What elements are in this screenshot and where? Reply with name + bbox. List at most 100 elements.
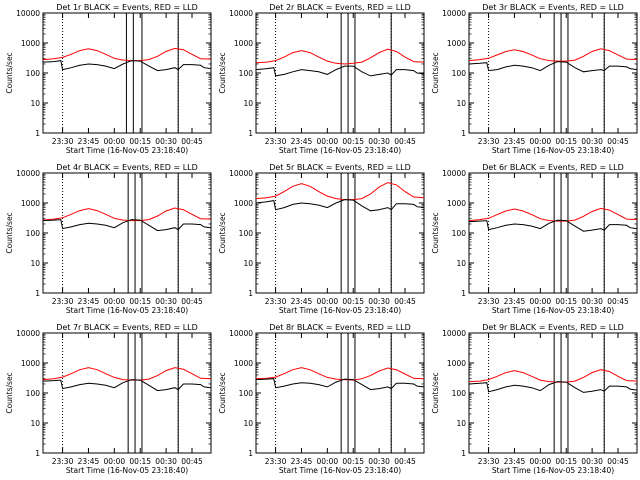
- x-tick-label: 00:30: [581, 137, 603, 146]
- y-tick-label: 10: [30, 99, 40, 108]
- lld-series-line: [468, 369, 638, 383]
- y-tick-label: 100: [26, 389, 41, 398]
- events-series-line: [255, 65, 425, 77]
- y-tick-label: 10000: [229, 169, 253, 178]
- x-tick-label: 00:00: [317, 297, 339, 306]
- y-tick-label: 1: [461, 449, 466, 458]
- x-axis-label: Start Time (16-Nov-05 23:18:40): [492, 306, 614, 315]
- events-series-line: [468, 219, 638, 232]
- detector-panel: Det 4r BLACK = Events, RED = LLD 1 10 100 10…: [5, 163, 212, 315]
- x-axis-label: Start Time (16-Nov-05 23:18:40): [492, 466, 614, 475]
- x-tick-label: 23:45: [78, 137, 100, 146]
- x-tick-label: 00:30: [155, 457, 177, 466]
- y-tick-label: 100: [239, 69, 254, 78]
- x-tick-label: 00:30: [581, 457, 603, 466]
- detector-panel: Det 7r BLACK = Events, RED = LLD 1 10 100 10…: [5, 323, 212, 475]
- x-tick-label: 00:00: [530, 297, 552, 306]
- y-tick-label: 10: [456, 99, 466, 108]
- detector-panel: Det 9r BLACK = Events, RED = LLD 1 10 100 10…: [431, 323, 638, 475]
- x-tick-label: 23:45: [504, 297, 526, 306]
- y-tick-label: 10: [456, 259, 466, 268]
- y-tick-label: 10000: [442, 169, 466, 178]
- y-tick-label: 100: [239, 229, 254, 238]
- y-axis-label: Counts/sec: [5, 52, 14, 93]
- x-tick-label: 00:30: [368, 457, 390, 466]
- x-tick-label: 00:45: [607, 297, 629, 306]
- y-tick-label: 10000: [16, 9, 40, 18]
- x-tick-label: 00:15: [129, 297, 151, 306]
- y-tick-label: 1: [461, 289, 466, 298]
- lld-series-line: [42, 47, 212, 62]
- y-tick-label: 1000: [234, 199, 253, 208]
- lld-series-line: [468, 48, 638, 62]
- y-axis-label: Counts/sec: [5, 372, 14, 413]
- events-series-line: [42, 60, 212, 72]
- events-series-line: [468, 381, 638, 393]
- y-tick-label: 10: [456, 419, 466, 428]
- plot-frame: [255, 12, 425, 134]
- detector-panel: Det 3r BLACK = Events, RED = LLD 1 10 100 10…: [431, 3, 638, 155]
- y-tick-label: 100: [26, 229, 41, 238]
- lld-series-line: [42, 207, 212, 222]
- y-tick-label: 10000: [442, 329, 466, 338]
- x-tick-label: 23:30: [265, 297, 287, 306]
- y-tick-label: 10: [243, 99, 253, 108]
- panel-title: Det 3r BLACK = Events, RED = LLD: [482, 3, 624, 12]
- detector-panel: Det 1r BLACK = Events, RED = LLD 1 10 100 10…: [5, 3, 212, 155]
- x-tick-label: 00:15: [342, 137, 364, 146]
- lld-series-line: [42, 367, 212, 381]
- panel-title: Det 4r BLACK = Events, RED = LLD: [56, 163, 198, 172]
- y-tick-label: 1000: [447, 359, 466, 368]
- y-tick-label: 1000: [234, 39, 253, 48]
- y-tick-label: 1: [248, 449, 253, 458]
- y-axis-label: Counts/sec: [218, 212, 227, 253]
- y-tick-label: 1: [461, 129, 466, 138]
- panel-title: Det 5r BLACK = Events, RED = LLD: [269, 163, 411, 172]
- x-tick-label: 23:45: [504, 137, 526, 146]
- x-tick-label: 00:45: [181, 297, 203, 306]
- x-tick-label: 23:30: [478, 297, 500, 306]
- x-tick-label: 23:30: [478, 137, 500, 146]
- y-tick-label: 1000: [21, 39, 40, 48]
- y-axis-label: Counts/sec: [431, 212, 440, 253]
- y-tick-label: 1: [248, 289, 253, 298]
- x-tick-label: 00:45: [181, 137, 203, 146]
- detector-panel: Det 6r BLACK = Events, RED = LLD 1 10 100 10…: [431, 163, 638, 315]
- events-series-line: [42, 219, 212, 232]
- x-tick-label: 23:45: [291, 457, 313, 466]
- y-tick-label: 1000: [21, 359, 40, 368]
- y-tick-label: 10: [243, 419, 253, 428]
- detector-panel: Det 5r BLACK = Events, RED = LLD 1 10 100 10…: [218, 163, 425, 315]
- panel-title: Det 7r BLACK = Events, RED = LLD: [56, 323, 198, 332]
- plot-frame: [255, 332, 425, 454]
- x-tick-label: 23:45: [291, 137, 313, 146]
- y-tick-label: 100: [452, 229, 467, 238]
- panel-title: Det 2r BLACK = Events, RED = LLD: [269, 3, 411, 12]
- y-axis-label: Counts/sec: [218, 372, 227, 413]
- x-tick-label: 00:30: [155, 137, 177, 146]
- x-tick-label: 00:00: [104, 137, 126, 146]
- x-tick-label: 23:45: [78, 457, 100, 466]
- detector-panel: Det 8r BLACK = Events, RED = LLD 1 10 100 10…: [218, 323, 425, 475]
- x-tick-label: 23:30: [265, 137, 287, 146]
- x-tick-label: 00:15: [129, 137, 151, 146]
- events-series-line: [468, 61, 638, 73]
- x-tick-label: 00:45: [607, 137, 629, 146]
- x-tick-label: 23:45: [504, 457, 526, 466]
- x-tick-label: 00:00: [317, 457, 339, 466]
- y-tick-label: 1: [35, 289, 40, 298]
- plot-frame: [255, 172, 425, 294]
- y-tick-label: 10000: [16, 329, 40, 338]
- x-tick-label: 00:30: [368, 297, 390, 306]
- y-axis-label: Counts/sec: [218, 52, 227, 93]
- x-axis-label: Start Time (16-Nov-05 23:18:40): [279, 466, 401, 475]
- x-tick-label: 00:15: [342, 457, 364, 466]
- plot-frame: [42, 172, 212, 294]
- y-tick-label: 10000: [442, 9, 466, 18]
- x-tick-label: 00:45: [181, 457, 203, 466]
- x-tick-label: 00:15: [129, 457, 151, 466]
- y-axis-label: Counts/sec: [431, 372, 440, 413]
- x-axis-label: Start Time (16-Nov-05 23:18:40): [492, 146, 614, 155]
- x-tick-label: 00:15: [555, 137, 577, 146]
- plot-frame: [468, 12, 638, 134]
